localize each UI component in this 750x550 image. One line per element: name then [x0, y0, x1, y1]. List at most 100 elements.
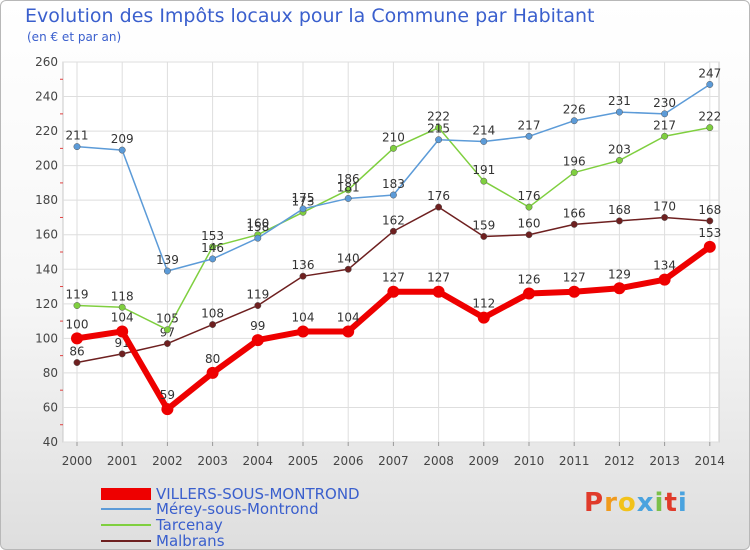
y-tick-label: 180 — [35, 193, 58, 207]
data-point — [342, 325, 355, 338]
data-label: 159 — [472, 218, 495, 232]
y-tick-label: 120 — [35, 297, 58, 311]
x-tick-label: 2011 — [559, 454, 590, 468]
data-label: 222 — [427, 110, 450, 124]
data-point — [615, 217, 623, 225]
data-label: 126 — [518, 272, 541, 286]
data-point — [209, 243, 217, 251]
data-label: 127 — [563, 271, 586, 285]
data-label: 105 — [156, 312, 179, 326]
data-point — [344, 265, 352, 273]
y-tick-label: 60 — [43, 400, 58, 414]
data-label: 231 — [608, 94, 631, 108]
data-point — [525, 203, 533, 211]
data-point — [477, 311, 490, 324]
legend-line-merey — [101, 508, 151, 510]
data-point — [389, 191, 397, 199]
data-point — [209, 321, 217, 328]
data-point — [435, 203, 443, 211]
data-label: 196 — [563, 155, 586, 169]
x-tick-label: 2002 — [152, 454, 183, 468]
data-label: 217 — [653, 118, 676, 132]
data-label: 222 — [698, 110, 721, 124]
logo-letter: i — [677, 488, 688, 518]
data-point — [163, 326, 171, 334]
data-point — [209, 255, 217, 263]
legend-label-tarcenay: Tarcenay — [156, 516, 223, 534]
data-label: 215 — [427, 122, 450, 136]
data-label: 214 — [472, 123, 495, 137]
logo-letter: t — [664, 488, 678, 518]
data-label: 127 — [382, 271, 405, 285]
data-point — [480, 138, 488, 145]
data-point — [570, 169, 578, 176]
data-point — [661, 214, 669, 221]
logo-letter: i — [654, 488, 665, 518]
data-label: 168 — [608, 203, 631, 217]
x-tick-label: 2005 — [288, 454, 319, 468]
x-tick-label: 2007 — [378, 454, 409, 468]
y-tick-label: 40 — [43, 435, 58, 449]
proxiti-logo: Proxiti — [584, 488, 688, 518]
x-tick-label: 2001 — [107, 454, 138, 468]
data-label: 153 — [698, 226, 721, 240]
data-point — [299, 205, 307, 213]
y-tick-label: 260 — [35, 55, 58, 69]
data-label: 175 — [292, 191, 315, 205]
plot-area — [62, 61, 720, 443]
data-point — [254, 302, 262, 309]
data-label: 183 — [382, 177, 405, 191]
data-point — [161, 403, 174, 416]
data-label: 247 — [698, 66, 721, 80]
data-label: 203 — [608, 142, 631, 156]
data-point — [525, 231, 533, 239]
legend-label-merey: Mérey-sous-Montrond — [156, 500, 319, 518]
data-label: 186 — [337, 172, 360, 186]
data-point — [523, 287, 535, 300]
data-label: 100 — [66, 317, 89, 331]
data-point — [435, 124, 443, 132]
logo-letter: P — [584, 488, 605, 518]
data-point — [73, 143, 81, 151]
data-point — [163, 340, 171, 347]
y-tick-label: 100 — [35, 331, 58, 345]
data-label: 129 — [608, 267, 631, 281]
x-tick-label: 2003 — [197, 454, 228, 468]
data-label: 160 — [246, 217, 269, 231]
data-label: 176 — [518, 189, 541, 203]
data-point — [615, 157, 623, 164]
logo-letter: o — [617, 488, 637, 518]
data-point — [525, 132, 533, 140]
data-point — [480, 177, 488, 185]
y-tick-label: 160 — [35, 228, 58, 242]
data-label: 104 — [337, 310, 360, 324]
data-label: 191 — [472, 163, 495, 177]
data-label: 118 — [111, 289, 134, 303]
data-point — [570, 220, 578, 228]
x-tick-label: 2000 — [62, 454, 93, 468]
legend-line-villers — [101, 488, 151, 500]
chart-title: Evolution des Impôts locaux pour la Comm… — [25, 5, 595, 27]
data-point — [706, 124, 714, 132]
data-point — [71, 332, 83, 345]
data-point — [661, 132, 669, 140]
data-point — [432, 285, 445, 298]
logo-letter: r — [604, 488, 618, 518]
data-label: 210 — [382, 130, 405, 144]
legend-line-malbrans — [101, 540, 151, 542]
data-point — [344, 195, 352, 202]
y-tick-label: 80 — [43, 366, 58, 380]
data-label: 211 — [66, 129, 89, 143]
data-point — [387, 285, 400, 298]
x-tick-label: 2009 — [469, 454, 500, 468]
data-label: 59 — [160, 388, 175, 402]
data-label: 170 — [653, 199, 676, 213]
data-label: 119 — [246, 288, 269, 302]
data-point — [118, 350, 126, 358]
data-point — [344, 186, 352, 194]
x-tick-label: 2013 — [649, 454, 680, 468]
data-label: 80 — [205, 352, 220, 366]
data-label: 153 — [201, 229, 224, 243]
y-tick-label: 200 — [35, 159, 58, 173]
